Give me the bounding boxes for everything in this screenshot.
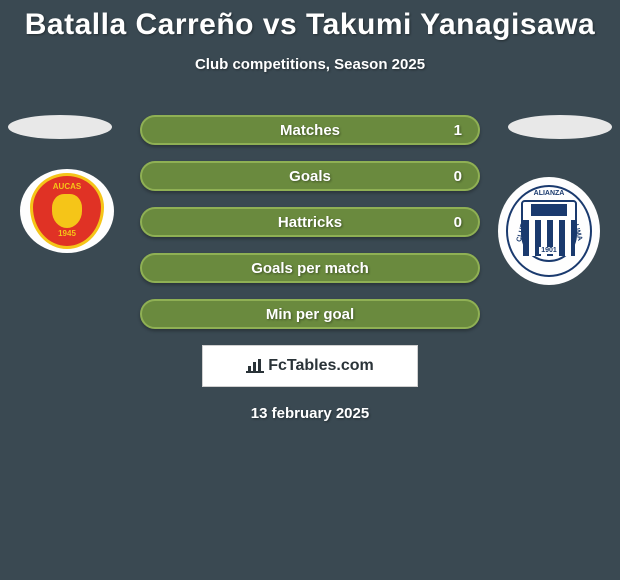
stat-row-min-per-goal: Min per goal: [140, 299, 480, 329]
stat-label: Min per goal: [266, 306, 354, 323]
player-avatar-right: [508, 115, 612, 139]
stat-right-value: 0: [454, 214, 462, 231]
crown-icon: [531, 204, 567, 216]
stat-label: Matches: [280, 122, 340, 139]
alianza-ring-icon: ALIANZA CLUB LIMA 1901: [506, 185, 592, 277]
stat-right-value: 1: [454, 122, 462, 139]
stat-right-value: 0: [454, 168, 462, 185]
club-badge-right: ALIANZA CLUB LIMA 1901: [498, 177, 600, 285]
aucas-face-icon: [52, 194, 82, 228]
bar-chart-icon: [246, 359, 264, 373]
stat-row-goals-per-match: Goals per match: [140, 253, 480, 283]
stat-label: Goals: [289, 168, 331, 185]
stat-row-matches: Matches 1: [140, 115, 480, 145]
club-badge-left: AUCAS 1945: [20, 169, 114, 253]
stat-label: Hattricks: [278, 214, 342, 231]
club-name-top: AUCAS: [53, 182, 81, 191]
stat-row-hattricks: Hattricks 0: [140, 207, 480, 237]
stat-label: Goals per match: [251, 260, 369, 277]
brand-text: FcTables.com: [268, 357, 374, 375]
brand-box[interactable]: FcTables.com: [202, 345, 418, 387]
player-avatar-left: [8, 115, 112, 139]
stat-row-goals: Goals 0: [140, 161, 480, 191]
club-year-left: 1945: [58, 229, 76, 238]
club-year-right: 1901: [539, 247, 559, 254]
club-name-right: ALIANZA: [534, 190, 565, 197]
content-area: AUCAS 1945 ALIANZA CLUB LIMA 1901 Matche…: [0, 115, 620, 422]
alianza-shield-icon: 1901: [521, 200, 577, 262]
footer-date: 13 february 2025: [0, 405, 620, 422]
stats-list: Matches 1 Goals 0 Hattricks 0 Goals per …: [140, 115, 480, 329]
aucas-shield-icon: AUCAS 1945: [30, 173, 104, 249]
page-title: Batalla Carreño vs Takumi Yanagisawa: [0, 0, 620, 42]
subtitle: Club competitions, Season 2025: [0, 56, 620, 73]
